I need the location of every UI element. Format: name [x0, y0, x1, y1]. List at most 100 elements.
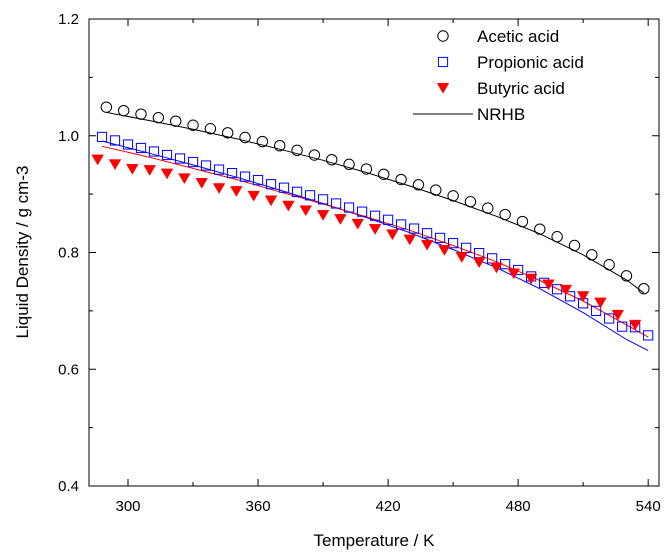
x-tick-label: 300: [115, 498, 140, 515]
data-point-series-1: [369, 210, 381, 221]
x-tick-label: 360: [246, 498, 271, 515]
series-layer: [91, 101, 654, 352]
data-point-series-1: [226, 168, 238, 179]
data-point-series-0: [204, 123, 217, 135]
data-point-series-2: [230, 186, 243, 197]
data-point-series-2: [126, 163, 139, 175]
data-point-series-1: [252, 175, 264, 186]
data-point-series-1: [265, 179, 277, 190]
data-point-series-2: [282, 200, 295, 212]
data-point-series-1: [109, 135, 121, 146]
data-point-series-0: [482, 202, 494, 214]
y-tick-label: 1.2: [58, 11, 79, 28]
data-point-series-2: [628, 319, 642, 331]
data-point-series-2: [386, 229, 399, 241]
data-point-series-1: [200, 160, 212, 171]
data-point-series-0: [343, 158, 355, 171]
legend-marker: [436, 82, 450, 94]
data-point-series-1: [643, 330, 654, 341]
data-point-series-1: [213, 164, 225, 175]
data-point-series-0: [152, 111, 165, 124]
data-point-series-2: [351, 218, 364, 230]
data-point-series-1: [356, 206, 368, 217]
legend-marker: [437, 56, 449, 68]
series-line-3: [106, 111, 645, 294]
data-point-series-0: [534, 223, 546, 235]
data-point-series-2: [594, 297, 607, 309]
data-point-series-1: [461, 242, 472, 253]
data-point-series-0: [447, 190, 459, 202]
data-point-series-0: [395, 173, 407, 186]
data-point-series-0: [274, 139, 286, 152]
data-point-series-0: [378, 168, 390, 180]
data-point-series-1: [421, 228, 433, 239]
data-point-series-2: [542, 279, 555, 291]
data-point-series-2: [91, 154, 104, 166]
data-point-series-1: [382, 214, 394, 225]
legend-label: NRHB: [477, 105, 525, 124]
data-point-series-2: [611, 309, 625, 321]
data-point-series-0: [256, 135, 269, 148]
data-point-series-0: [291, 144, 303, 157]
data-point-series-1: [122, 139, 134, 150]
data-point-series-1: [604, 313, 615, 324]
data-point-series-0: [326, 153, 338, 166]
data-point-series-1: [174, 153, 186, 164]
y-tick-label: 1.0: [58, 128, 79, 145]
data-point-series-0: [135, 108, 147, 120]
data-point-series-2: [438, 245, 451, 256]
data-point-series-1: [317, 194, 329, 205]
data-point-series-0: [499, 208, 511, 221]
data-point-series-1: [278, 182, 290, 193]
series-line-5: [101, 145, 649, 338]
data-point-series-1: [135, 142, 147, 154]
data-point-series-2: [559, 284, 573, 296]
data-point-series-1: [565, 291, 576, 302]
data-point-series-0: [360, 163, 373, 175]
legend-label: Propionic acid: [477, 53, 584, 72]
x-tick-label: 540: [636, 498, 661, 515]
plot-frame: [88, 18, 660, 487]
data-point-series-1: [448, 238, 459, 249]
data-point-series-2: [403, 234, 416, 246]
data-point-series-1: [591, 305, 602, 316]
data-point-series-1: [343, 202, 355, 213]
data-point-series-0: [568, 239, 581, 252]
legend-label: Butyric acid: [477, 79, 565, 98]
data-point-series-0: [516, 215, 529, 228]
y-tick-label: 0.4: [58, 478, 79, 495]
data-point-series-0: [586, 249, 598, 261]
data-point-series-1: [552, 284, 563, 295]
data-point-series-0: [222, 127, 234, 139]
tick-layer: 300 360 420 480 540 0.4 0.6 0.8 1.0 1.2: [58, 11, 661, 515]
data-point-series-0: [239, 131, 251, 144]
data-point-series-0: [308, 149, 321, 161]
data-point-series-1: [408, 223, 420, 234]
y-axis-label: Liquid Density / g cm-3: [13, 166, 32, 339]
x-axis-label: Temperature / K: [314, 531, 436, 550]
data-point-series-2: [160, 168, 174, 180]
legend-label: Acetic acid: [477, 27, 559, 46]
data-point-series-1: [148, 146, 160, 157]
data-point-series-1: [291, 186, 303, 197]
legend: Acetic acid Propionic acid Butyric acid NRH…: [413, 27, 584, 124]
data-point-series-2: [108, 159, 122, 171]
data-point-series-1: [435, 232, 446, 244]
data-point-series-2: [524, 273, 538, 285]
data-point-series-2: [195, 177, 208, 189]
y-tick-label: 0.6: [58, 361, 79, 378]
data-point-series-1: [161, 149, 173, 161]
data-point-series-1: [617, 321, 628, 332]
data-point-series-2: [212, 183, 226, 194]
x-tick-label: 420: [376, 498, 401, 515]
data-point-series-2: [334, 214, 347, 225]
data-point-series-0: [638, 282, 650, 295]
data-point-series-0: [169, 115, 182, 127]
data-point-series-1: [330, 198, 342, 209]
data-point-series-1: [395, 219, 407, 230]
data-point-series-2: [178, 173, 191, 185]
series-line-4: [101, 140, 649, 352]
data-point-series-2: [264, 195, 278, 207]
data-point-series-2: [472, 257, 486, 269]
